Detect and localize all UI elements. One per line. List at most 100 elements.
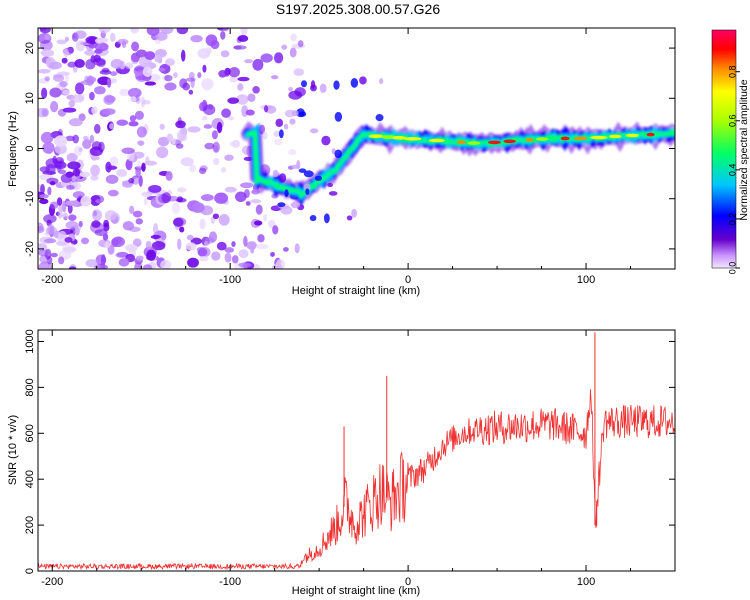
noise-blob	[150, 234, 161, 240]
noise-blob	[288, 149, 297, 156]
noise-blob	[149, 73, 161, 82]
noise-blob	[130, 96, 137, 103]
noise-blob	[54, 144, 67, 155]
noise-blob	[66, 185, 75, 190]
noise-blob	[56, 39, 67, 45]
noise-blob	[221, 108, 231, 118]
noise-blob	[72, 168, 81, 177]
noise-blob	[224, 67, 230, 77]
noise-blob	[152, 223, 159, 236]
noise-blob	[228, 67, 240, 78]
noise-blob	[236, 94, 249, 105]
noise-blob	[143, 197, 148, 206]
noise-blob	[44, 76, 50, 82]
noise-blob	[187, 126, 201, 133]
noise-blob	[222, 28, 230, 32]
noise-blob	[134, 261, 143, 269]
colorbar-tick-label: 0.2	[727, 213, 737, 226]
noise-blob	[85, 259, 99, 268]
noise-blob	[144, 160, 158, 166]
noise-blob	[56, 71, 71, 76]
noise-blob	[71, 175, 77, 182]
y-tick-label: 0	[24, 568, 36, 574]
snr-panel: -200 -100 0 100 0 200 400 600 800 1000 Height of…	[7, 329, 676, 597]
noise-blob	[40, 49, 55, 57]
noise-blob	[61, 57, 68, 64]
noise-blob	[185, 242, 197, 251]
snr-y-axis-title: SNR (10 * v/v)	[7, 415, 19, 485]
noise-blob	[237, 35, 249, 42]
noise-blob	[78, 113, 86, 122]
noise-blob	[159, 28, 174, 35]
x-tick-label: -200	[41, 576, 63, 588]
noise-blob	[103, 219, 110, 228]
noise-blob	[156, 146, 169, 159]
figure-title: S197.2025.308.00.57.G26	[276, 1, 440, 17]
noise-blob	[41, 87, 48, 99]
noise-blob	[108, 189, 119, 197]
noise-blob	[280, 205, 293, 215]
noise-blob	[197, 72, 202, 79]
noise-blob	[231, 255, 239, 264]
y-tick-label: 800	[24, 378, 36, 396]
noise-blob	[214, 192, 229, 204]
noise-blob	[128, 121, 139, 127]
transition-blob	[278, 129, 284, 139]
spectrogram-y-axis-title: Frequency (Hz)	[7, 111, 19, 187]
noise-blob	[124, 62, 134, 69]
noise-blob	[204, 142, 215, 150]
noise-blob	[176, 187, 187, 193]
transition-blob	[303, 170, 314, 178]
noise-blob	[80, 80, 95, 86]
noise-blob	[74, 82, 85, 95]
noise-blob	[177, 196, 184, 203]
noise-blob	[260, 53, 273, 63]
noise-blob	[237, 83, 244, 91]
noise-blob	[109, 156, 119, 166]
noise-blob	[39, 198, 49, 205]
noise-blob	[164, 82, 177, 91]
noise-blob	[50, 252, 58, 258]
noise-blob	[213, 157, 220, 166]
snr-line	[38, 389, 675, 571]
ridge-hotspot	[590, 135, 608, 140]
transition-blob	[328, 191, 338, 196]
noise-blob	[54, 135, 68, 147]
noise-blob	[109, 123, 114, 130]
noise-blob	[49, 87, 62, 98]
noise-blob	[273, 52, 284, 64]
noise-blob	[224, 252, 232, 263]
noise-blob	[62, 212, 68, 220]
noise-blob	[227, 97, 239, 104]
noise-blob	[40, 131, 54, 144]
noise-blob	[199, 255, 209, 262]
noise-blob	[141, 99, 151, 105]
ridge-hotspot	[573, 136, 588, 141]
noise-blob	[129, 115, 137, 122]
noise-blob	[199, 218, 206, 230]
noise-blob	[80, 237, 90, 245]
noise-blob	[128, 226, 141, 232]
noise-blob	[186, 234, 194, 241]
noise-blob	[250, 198, 262, 204]
noise-blob	[131, 28, 138, 31]
noise-blob	[148, 185, 162, 193]
noise-blob	[106, 165, 118, 170]
noise-blob	[94, 123, 101, 134]
noise-blob	[64, 36, 69, 42]
noise-blob	[135, 75, 149, 80]
noise-blob	[240, 28, 248, 36]
noise-blob	[68, 118, 83, 127]
noise-blob	[142, 66, 153, 77]
noise-blob	[90, 164, 100, 177]
noise-blob	[238, 262, 252, 268]
noise-blob	[166, 133, 174, 143]
noise-blob	[49, 201, 59, 210]
noise-blob	[84, 49, 96, 56]
noise-blob	[297, 40, 304, 48]
noise-blob	[85, 58, 96, 70]
ridge-hotspot	[428, 138, 445, 143]
ridge-hotspot	[625, 133, 639, 138]
colorbar-gradient	[711, 29, 737, 269]
